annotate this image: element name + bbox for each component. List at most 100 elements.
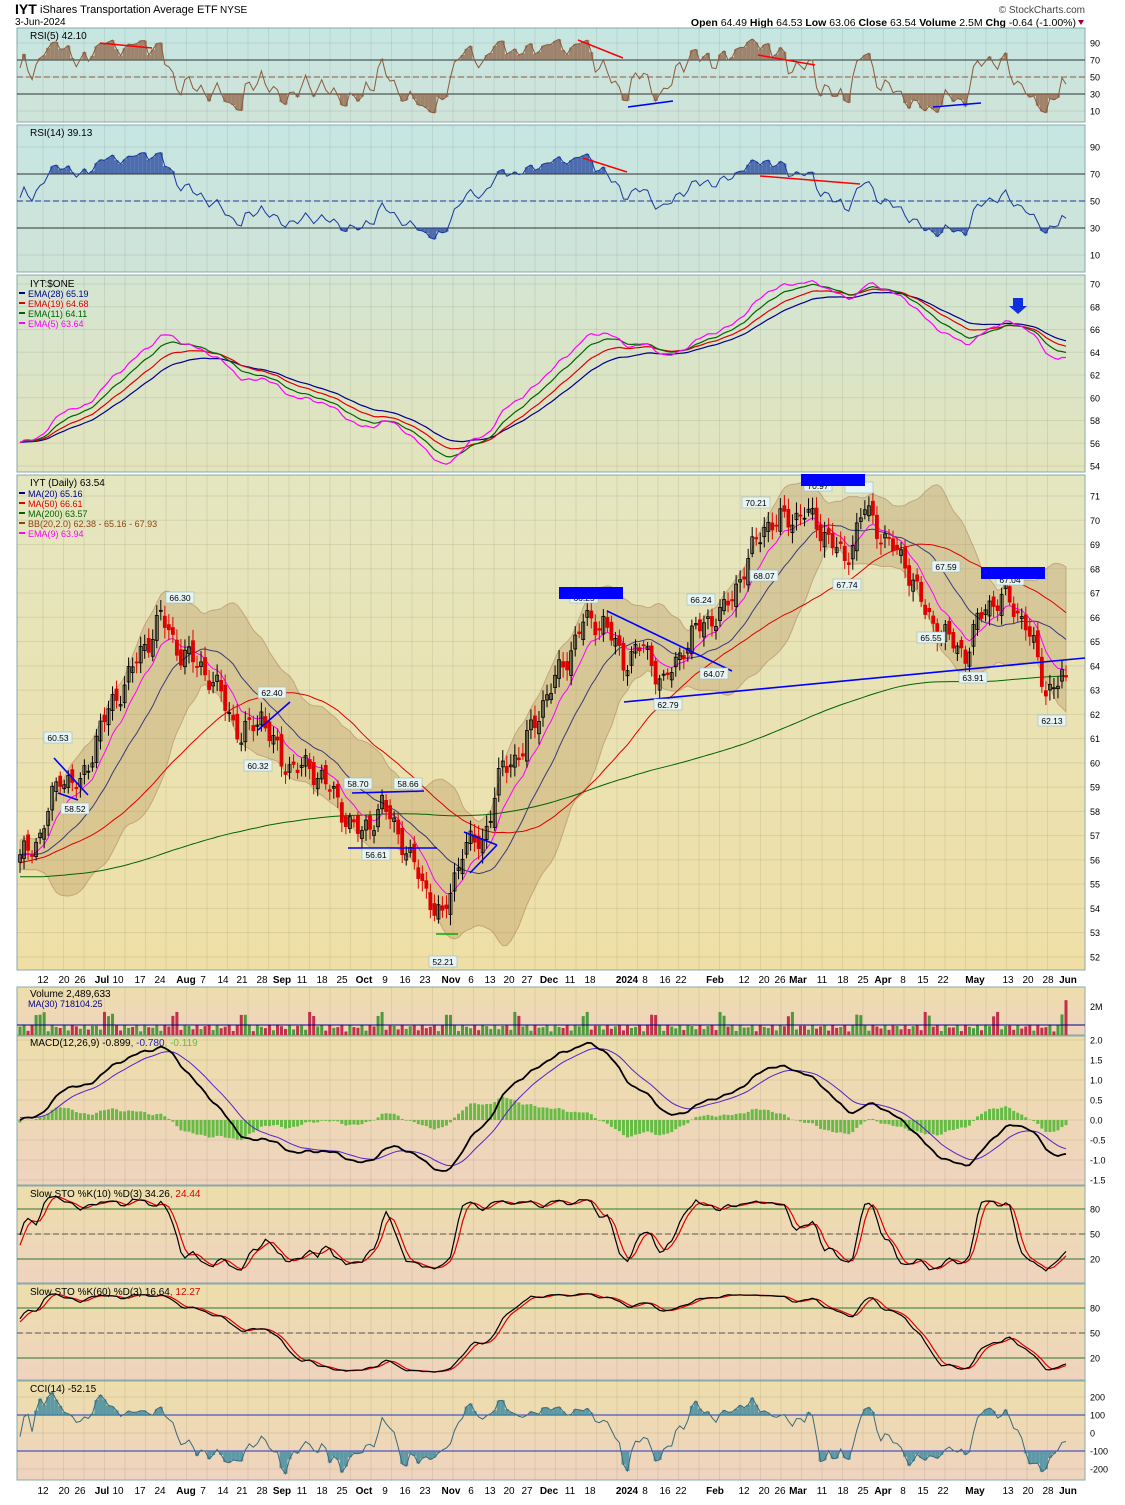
volume-bar [204,1026,207,1035]
x-tick-label: Jun [1059,975,1077,986]
macd-histogram-bar [320,1120,323,1121]
macd-histogram-bar [425,1120,428,1126]
volume-bar [1008,1026,1011,1035]
macd-histogram-bar [135,1112,138,1120]
volume-bar [618,1025,621,1035]
volume-bar [99,1030,102,1035]
volume-bar [646,1025,649,1035]
annotation-text: 70.21 [745,498,767,508]
volume-bar [658,1025,661,1035]
annotation-text: 62.79 [657,700,679,710]
close-label: Close [858,17,887,29]
macd-histogram-bar [256,1120,259,1130]
volume-bar [867,1031,870,1035]
highlight-box [559,587,623,599]
y-tick-label: 50 [1090,1329,1100,1339]
x-tick-label: 13 [1002,975,1014,986]
volume-bar [292,1029,295,1035]
candle-body [208,681,211,690]
volume-bar [268,1025,271,1035]
legend-swatch [19,512,25,514]
price-annotation: 52.21 [429,956,457,967]
volume-bar [602,1030,605,1035]
macd-histogram-bar [847,1120,850,1134]
macd-histogram-bar [393,1114,396,1120]
candle-body [27,835,30,850]
candle-body [280,735,283,766]
volume-bar [453,1025,456,1035]
volume-bar [883,1025,886,1035]
price-annotation: 70.21 [742,497,770,508]
candle-body [843,546,846,560]
macd-histogram-bar [827,1120,830,1130]
price-annotation: 58.70 [344,778,372,789]
macd-histogram-bar [743,1113,746,1120]
volume-bar [795,1029,798,1035]
y-tick-label: 64 [1090,348,1100,358]
x-tick-label: Aug [176,975,195,986]
candle-body [1008,587,1011,603]
macd-histogram-bar [200,1120,203,1135]
symbol: IYT [15,1,37,17]
price-annotation: 68.07 [750,570,778,581]
macd-histogram-bar [360,1120,363,1124]
x-tick-label: 2024 [616,1486,639,1497]
candle-body [441,906,444,910]
sto60-panel-label: Slow STO %K(60) %D(3) 16.64, 12.27 [30,1287,201,1298]
volume-bar [546,1025,549,1035]
volume-bar [324,1031,327,1035]
macd-histogram-bar [107,1109,110,1120]
macd-histogram-bar [646,1120,649,1131]
candle-body [787,509,790,527]
volume-bar [932,1027,935,1035]
volume-bar [831,1025,834,1035]
candle-body [896,545,899,549]
volume-bar [336,1027,339,1035]
candle-body [445,905,448,909]
candle-body [743,577,746,579]
macd-histogram-bar [787,1117,790,1120]
volume-bar [119,1030,122,1035]
candle-body [276,737,279,740]
x-tick-label: 11 [565,1486,576,1497]
volume-bar [127,1028,130,1035]
y-tick-label: -1.0 [1090,1156,1106,1166]
volume-bar [51,1025,54,1035]
volume-bar [1024,1027,1027,1035]
candle-body [533,716,536,728]
price-annotation: 62.40 [258,687,286,698]
volume-bar [23,1025,26,1035]
y-tick-label: 60 [1090,758,1100,768]
y-tick-label: 0 [1090,1429,1095,1439]
low-value: 63.06 [829,17,855,29]
x-tick-label: Mar [789,975,807,986]
macd-histogram-bar [879,1120,882,1124]
macd-histogram-bar [63,1108,66,1120]
macd-histogram-bar [719,1116,722,1120]
volume-bar [775,1030,778,1035]
ema-legend-item: EMA(19) 64.68 [28,299,89,309]
volume-bar [747,1027,750,1035]
macd-histogram-bar [1056,1120,1059,1130]
macd-histogram-bar [542,1107,545,1120]
volume-bar [352,1027,355,1035]
volume-bar [851,1025,854,1035]
legend-swatch [19,502,25,504]
x-tick-label: 6 [468,1486,474,1497]
macd-histogram-bar [883,1120,886,1124]
macd-histogram-bar [276,1120,279,1125]
macd-histogram-bar [43,1116,46,1120]
volume-bar [586,1012,589,1035]
x-tick-label: 20 [58,1486,70,1497]
candle-body [731,600,734,601]
open-value: 64.49 [721,17,747,29]
macd-histogram-bar [823,1120,826,1130]
candle-body [847,563,850,565]
macd-histogram-bar [373,1120,376,1121]
volume-bar [300,1026,303,1035]
candle-body [296,770,299,772]
macd-histogram-bar [779,1113,782,1120]
volume-bar [823,1025,826,1035]
candle-body [356,816,359,834]
volume-bar [759,1025,762,1035]
